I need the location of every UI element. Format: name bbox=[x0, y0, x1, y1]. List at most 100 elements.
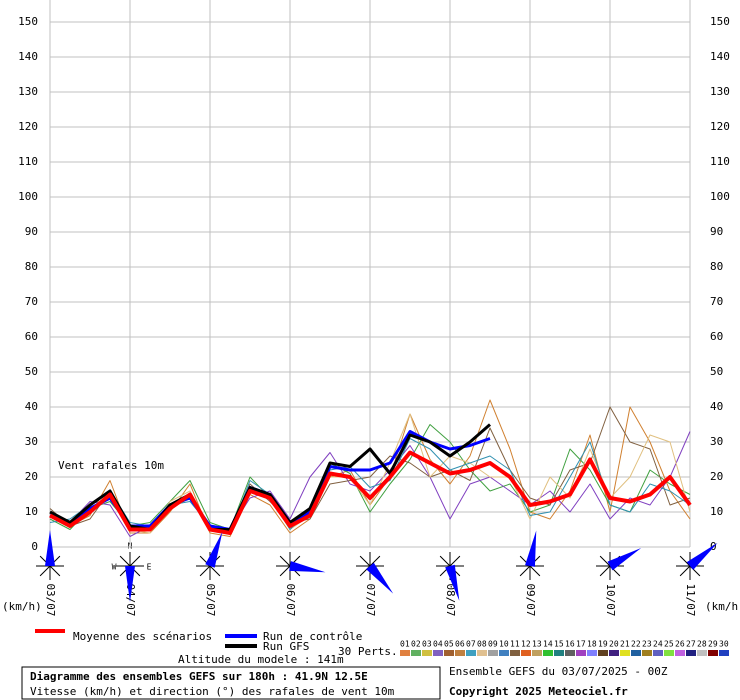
member-label: 17 bbox=[576, 640, 586, 649]
y-tick-label: 120 bbox=[18, 120, 38, 133]
member-label: 21 bbox=[620, 640, 630, 649]
x-tick-label: 07/07 bbox=[364, 583, 377, 616]
member-label: 29 bbox=[708, 640, 718, 649]
compass-star bbox=[359, 555, 371, 567]
run-info: Ensemble GEFS du 03/07/2025 - 00Z bbox=[449, 665, 668, 678]
compass-star bbox=[679, 565, 691, 577]
member-label: 20 bbox=[609, 640, 619, 649]
member-swatch bbox=[631, 650, 641, 656]
member-swatch bbox=[675, 650, 685, 656]
member-label: 16 bbox=[565, 640, 575, 649]
x-tick-label: 04/07 bbox=[124, 583, 137, 616]
x-tick-label: 08/07 bbox=[444, 583, 457, 616]
compass-star bbox=[49, 565, 61, 577]
member-label: 26 bbox=[675, 640, 685, 649]
y-tick-label-right: 30 bbox=[710, 435, 723, 448]
member-label: 11 bbox=[510, 640, 520, 649]
member-swatch bbox=[510, 650, 520, 656]
member-swatch bbox=[400, 650, 410, 656]
x-tick-label: 10/07 bbox=[604, 583, 617, 616]
member-label: 28 bbox=[697, 640, 707, 649]
y-tick-label-right: 90 bbox=[710, 225, 723, 238]
title-box bbox=[21, 666, 441, 700]
member-swatch bbox=[609, 650, 619, 656]
member-swatch bbox=[576, 650, 586, 656]
y-tick-label: 0 bbox=[31, 540, 38, 553]
y-tick-label: 10 bbox=[25, 505, 38, 518]
y-tick-label: 70 bbox=[25, 295, 38, 308]
y-tick-label: 130 bbox=[18, 85, 38, 98]
member-swatch bbox=[444, 650, 454, 656]
member-label: 18 bbox=[587, 640, 597, 649]
member-swatch bbox=[422, 650, 432, 656]
compass-star bbox=[129, 555, 141, 567]
wind-direction bbox=[445, 564, 460, 601]
member-swatch bbox=[620, 650, 630, 656]
member-label: 14 bbox=[543, 640, 553, 649]
chart-subtitle: Vitesse (km/h) et direction (°) des rafa… bbox=[30, 685, 395, 698]
member-swatch bbox=[488, 650, 498, 656]
member-swatch bbox=[653, 650, 663, 656]
member-swatch bbox=[433, 650, 443, 656]
compass-star bbox=[599, 555, 611, 567]
y-tick-label-right: 120 bbox=[710, 120, 730, 133]
y-tick-label: 100 bbox=[18, 190, 38, 203]
compass-star bbox=[679, 555, 691, 567]
annotation: Vent rafales 10m bbox=[58, 459, 164, 472]
member-label: 13 bbox=[532, 640, 542, 649]
member-swatch bbox=[565, 650, 575, 656]
member-swatch bbox=[708, 650, 718, 656]
compass-star bbox=[279, 555, 291, 567]
member-label: 24 bbox=[653, 640, 663, 649]
y-tick-label-right: 80 bbox=[710, 260, 723, 273]
wind-direction bbox=[686, 542, 718, 570]
member-label: 04 bbox=[433, 640, 443, 649]
member-swatch bbox=[477, 650, 487, 656]
x-tick-label: 06/07 bbox=[284, 583, 297, 616]
member-label: 23 bbox=[642, 640, 652, 649]
member-swatch bbox=[686, 650, 696, 656]
member-swatch bbox=[697, 650, 707, 656]
y-tick-label: 60 bbox=[25, 330, 38, 343]
x-tick-label: 09/07 bbox=[524, 583, 537, 616]
member-swatch bbox=[664, 650, 674, 656]
compass-star bbox=[599, 565, 611, 577]
x-tick-label: 03/07 bbox=[44, 583, 57, 616]
altitude: Altitude du modele : 141m bbox=[178, 653, 344, 666]
legend-label: Run GFS bbox=[263, 640, 309, 653]
x-tick-label: 05/07 bbox=[204, 583, 217, 616]
legend-label: Moyenne des scénarios bbox=[73, 630, 212, 643]
y-tick-label-right: 20 bbox=[710, 470, 723, 483]
wind-direction bbox=[45, 530, 55, 566]
y-tick-label: 30 bbox=[25, 435, 38, 448]
member-label: 02 bbox=[411, 640, 421, 649]
y-tick-label-right: 60 bbox=[710, 330, 723, 343]
member-label: 25 bbox=[664, 640, 674, 649]
compass-star bbox=[39, 565, 51, 577]
y-tick-label: 20 bbox=[25, 470, 38, 483]
member-label: 07 bbox=[466, 640, 476, 649]
member-label: 09 bbox=[488, 640, 498, 649]
member-swatch bbox=[719, 650, 729, 656]
member-swatch bbox=[642, 650, 652, 656]
member-swatch bbox=[411, 650, 421, 656]
member-label: 12 bbox=[521, 640, 531, 649]
y-tick-label-right: 150 bbox=[710, 15, 730, 28]
compass-star bbox=[439, 555, 451, 567]
y-tick-label: 40 bbox=[25, 400, 38, 413]
legend-label: Run de contrôle bbox=[263, 630, 362, 643]
member-swatch bbox=[455, 650, 465, 656]
member-label: 10 bbox=[499, 640, 509, 649]
member-swatch bbox=[554, 650, 564, 656]
y-tick-label: 110 bbox=[18, 155, 38, 168]
wind-direction bbox=[607, 548, 642, 571]
compass-star bbox=[529, 565, 541, 577]
wind-direction bbox=[289, 561, 326, 573]
member-swatch bbox=[587, 650, 597, 656]
perts-label: 30 Perts. bbox=[338, 645, 398, 658]
y-tick-label-right: 100 bbox=[710, 190, 730, 203]
compass-star bbox=[119, 555, 131, 567]
unit-left: (km/h) bbox=[2, 600, 42, 613]
compass-star bbox=[279, 565, 291, 577]
